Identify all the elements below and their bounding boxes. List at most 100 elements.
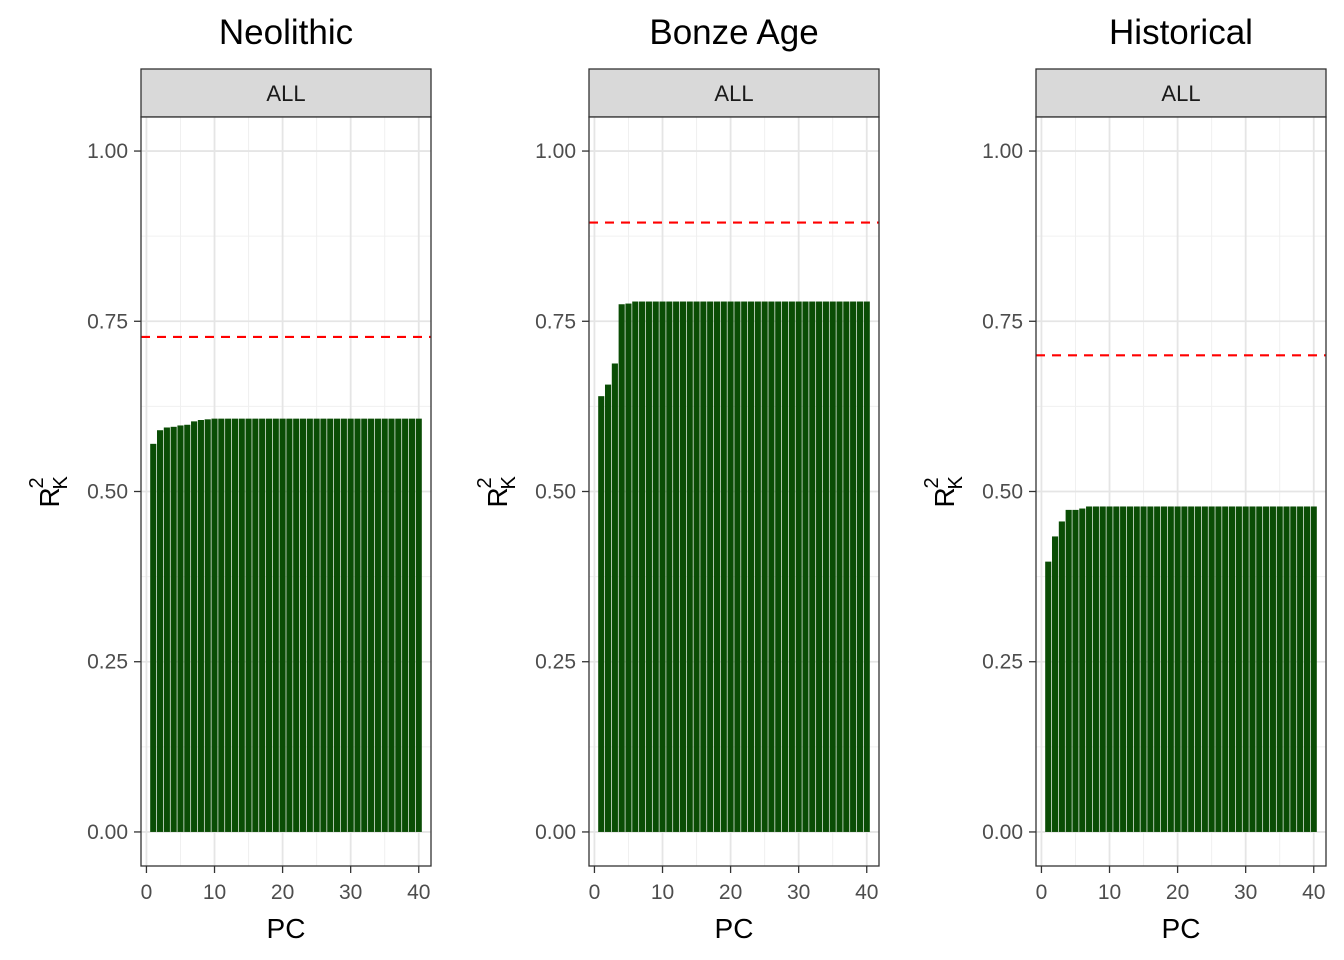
bar — [177, 425, 184, 832]
bar — [843, 301, 850, 832]
x-tick-label: 40 — [407, 881, 430, 904]
bar — [218, 418, 225, 832]
bar — [829, 301, 836, 832]
x-tick-label: 20 — [1166, 881, 1189, 904]
facet-strip — [588, 68, 880, 118]
x-axis-title: PC — [267, 913, 306, 944]
x-tick-label: 20 — [271, 881, 294, 904]
bar — [170, 426, 177, 832]
bar — [1045, 561, 1052, 832]
bar — [299, 418, 307, 832]
bar — [754, 301, 761, 832]
bar — [272, 418, 279, 832]
bar — [1297, 506, 1304, 832]
bar — [707, 301, 714, 832]
bar — [775, 301, 782, 832]
x-tick-label: 0 — [1036, 881, 1048, 904]
x-tick-label: 10 — [203, 881, 226, 904]
bar — [361, 418, 368, 832]
bar — [679, 301, 687, 832]
bar — [1147, 506, 1154, 832]
panel-title: Neolithic — [219, 13, 353, 52]
bar — [191, 421, 198, 832]
x-tick-label: 10 — [651, 881, 674, 904]
bar — [333, 418, 341, 832]
bar — [415, 418, 422, 832]
y-tick-label: 0.75 — [535, 310, 576, 333]
bar — [286, 418, 293, 832]
bar — [1140, 506, 1147, 832]
bar — [1092, 506, 1099, 832]
bar — [761, 301, 768, 832]
bar — [720, 301, 727, 832]
bar — [809, 301, 816, 832]
y-axis-title-subscript: K — [50, 476, 72, 490]
bar — [863, 301, 870, 832]
bar — [802, 301, 809, 832]
bar — [1079, 508, 1086, 832]
bar — [340, 418, 347, 832]
bar — [713, 301, 721, 832]
bar — [788, 301, 795, 832]
panel-1: Neolithic ALL 0.00 0.25 0.50 0.75 1.00 0 10 20 30 4… — [26, 13, 432, 944]
bar — [652, 301, 659, 832]
bar — [252, 418, 259, 832]
bar — [1188, 506, 1195, 832]
y-axis-title-main: R — [482, 487, 513, 507]
bar — [666, 301, 673, 832]
bar — [611, 363, 618, 832]
bar — [1133, 506, 1140, 832]
bar — [1269, 506, 1276, 832]
bar — [238, 418, 245, 832]
bar — [598, 396, 605, 832]
bar — [197, 420, 204, 832]
bar — [402, 418, 409, 832]
bar — [368, 418, 375, 832]
y-tick-label: 0.25 — [87, 651, 128, 674]
bar — [1058, 521, 1065, 832]
facet-strip-label: ALL — [1161, 81, 1200, 106]
bar — [625, 303, 632, 832]
y-tick-label: 0.25 — [982, 651, 1023, 674]
x-tick-label: 40 — [855, 881, 878, 904]
y-axis-title-superscript: 2 — [474, 477, 496, 488]
y-axis-title: R2 K — [26, 476, 72, 508]
bar — [1126, 506, 1134, 832]
bar — [1215, 506, 1222, 832]
bar — [1249, 506, 1256, 832]
facet-strip-label: ALL — [266, 81, 305, 106]
bar — [727, 301, 734, 832]
y-tick-label: 0.00 — [535, 821, 576, 844]
bar — [836, 301, 843, 832]
bar — [347, 418, 354, 832]
bar — [639, 301, 646, 832]
bar — [204, 419, 211, 832]
y-axis-title-main: R — [929, 487, 960, 507]
bar — [700, 301, 707, 832]
bar — [1099, 506, 1106, 832]
bar — [618, 304, 625, 832]
bar — [1120, 506, 1127, 832]
bar — [1263, 506, 1270, 832]
bar — [245, 418, 252, 832]
y-tick-label: 1.00 — [535, 140, 576, 163]
x-tick-label: 0 — [141, 881, 153, 904]
bar — [1235, 506, 1242, 832]
y-axis-title-main: R — [34, 487, 65, 507]
bar — [163, 427, 170, 832]
bar — [632, 301, 639, 832]
bar — [734, 301, 741, 832]
bar — [225, 418, 232, 832]
bar — [1106, 506, 1113, 832]
bar — [1167, 506, 1174, 832]
bar — [795, 301, 802, 832]
bar — [686, 301, 693, 832]
bar — [850, 301, 857, 832]
bar — [306, 418, 313, 832]
bar — [1065, 509, 1072, 832]
bar — [259, 418, 266, 832]
bar — [388, 418, 395, 832]
bar — [822, 301, 829, 832]
x-tick-label: 30 — [339, 881, 362, 904]
